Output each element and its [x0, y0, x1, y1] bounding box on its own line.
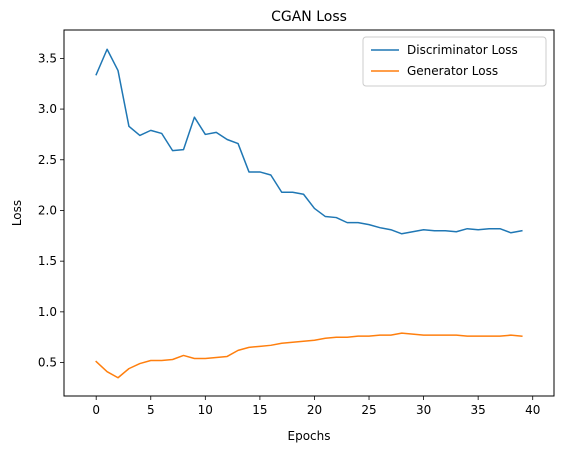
- y-axis-label: Loss: [10, 200, 24, 226]
- legend-label-0: Discriminator Loss: [407, 43, 518, 57]
- legend-box: [362, 36, 547, 87]
- y-tick-label: 2.5: [38, 153, 57, 167]
- y-tick-label: 1.0: [38, 305, 57, 319]
- y-tick-label: 1.5: [38, 254, 57, 268]
- x-tick-label: 0: [92, 403, 100, 417]
- x-axis-label: Epochs: [288, 429, 331, 443]
- x-tick-label: 25: [361, 403, 376, 417]
- x-tick-label: 30: [416, 403, 431, 417]
- x-tick-label: 35: [471, 403, 486, 417]
- series-line-0: [95, 48, 523, 235]
- plot-frame: [63, 29, 555, 397]
- y-axis: 0.5 1.0 1.5 2.0 2.5 3.0 3.5: [38, 51, 64, 370]
- x-axis: 0 5 10 15 20 25 30 35 40: [92, 396, 540, 417]
- y-tick-label: 2.0: [38, 203, 57, 217]
- legend: Discriminator Loss Generator Loss: [362, 36, 547, 87]
- series-line-1: [95, 332, 523, 379]
- x-tick-label: 10: [198, 403, 213, 417]
- chart-title: CGAN Loss: [271, 9, 347, 25]
- x-tick-label: 15: [252, 403, 267, 417]
- legend-label-1: Generator Loss: [407, 64, 498, 78]
- x-tick-label: 20: [307, 403, 322, 417]
- y-tick-label: 0.5: [38, 356, 57, 370]
- y-tick-label: 3.0: [38, 102, 57, 116]
- series-layer: [95, 48, 523, 379]
- y-tick-label: 3.5: [38, 51, 57, 65]
- x-tick-label: 40: [525, 403, 540, 417]
- x-tick-label: 5: [147, 403, 155, 417]
